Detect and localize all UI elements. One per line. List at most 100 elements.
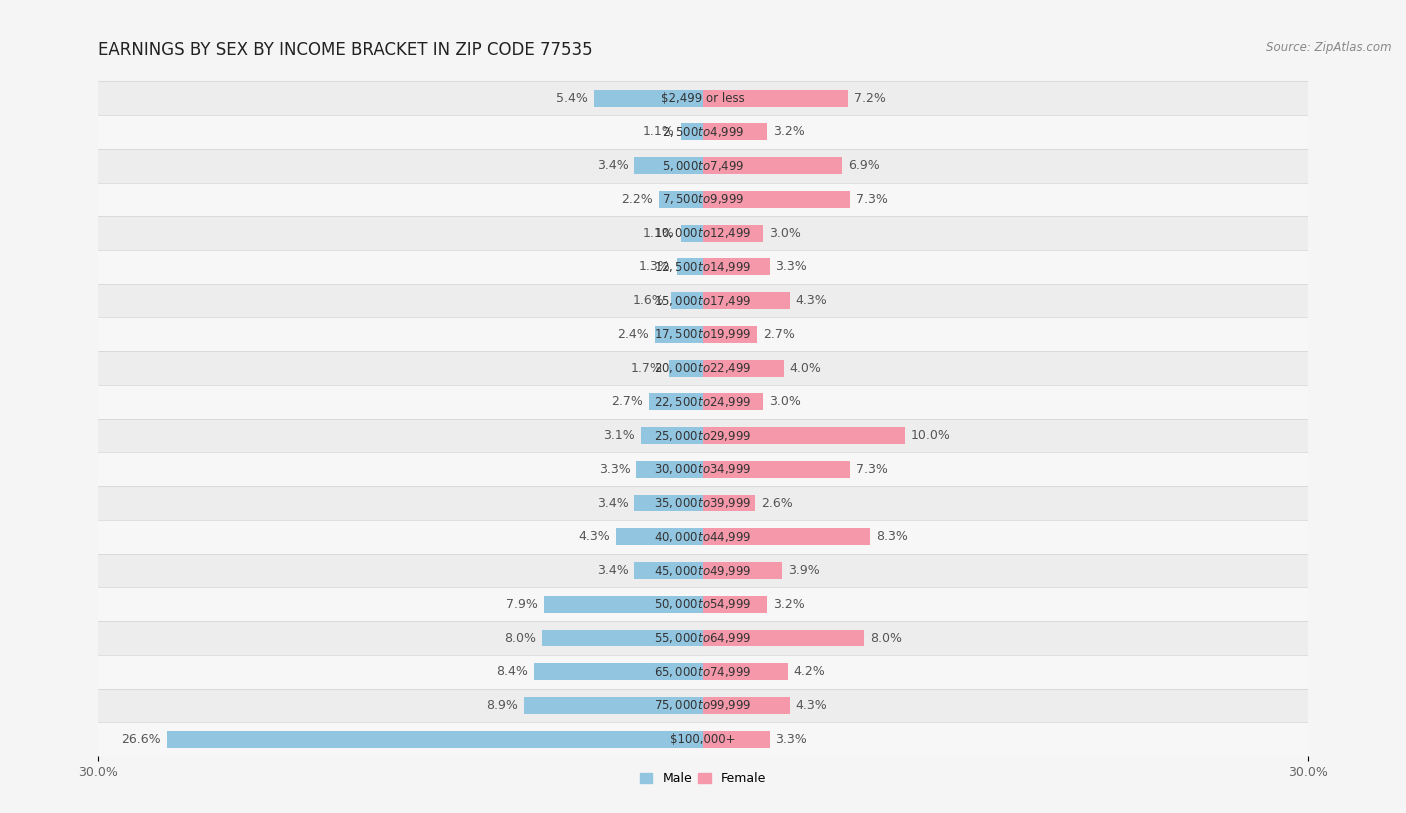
Text: $40,000 to $44,999: $40,000 to $44,999 [654, 530, 752, 544]
Bar [98, 655, 1308, 689]
Bar [703, 393, 763, 411]
Bar [641, 427, 703, 444]
Text: $2,499 or less: $2,499 or less [661, 92, 745, 105]
Text: $100,000+: $100,000+ [671, 733, 735, 746]
Bar [703, 326, 758, 343]
Text: 2.6%: 2.6% [762, 497, 793, 510]
Bar [544, 596, 703, 613]
Bar [98, 722, 1308, 756]
Text: $7,500 to $9,999: $7,500 to $9,999 [662, 193, 744, 207]
Bar [703, 292, 790, 309]
Text: 7.9%: 7.9% [506, 598, 537, 611]
Text: $22,500 to $24,999: $22,500 to $24,999 [654, 395, 752, 409]
Bar [703, 562, 782, 579]
Bar [167, 731, 703, 748]
Text: 3.2%: 3.2% [773, 125, 806, 138]
Text: $45,000 to $49,999: $45,000 to $49,999 [654, 563, 752, 577]
Bar [703, 494, 755, 511]
Text: $10,000 to $12,499: $10,000 to $12,499 [654, 226, 752, 240]
Bar [681, 224, 703, 241]
Bar [703, 191, 851, 208]
Bar [616, 528, 703, 546]
Text: 5.4%: 5.4% [557, 92, 588, 105]
Bar [98, 351, 1308, 385]
Text: $5,000 to $7,499: $5,000 to $7,499 [662, 159, 744, 172]
Bar [703, 224, 763, 241]
Bar [655, 326, 703, 343]
Text: 3.0%: 3.0% [769, 395, 801, 408]
Text: 1.1%: 1.1% [643, 227, 675, 240]
Bar [634, 494, 703, 511]
Bar [703, 461, 851, 478]
Bar [98, 250, 1308, 284]
Text: 4.2%: 4.2% [793, 665, 825, 678]
Text: 1.7%: 1.7% [631, 362, 662, 375]
Text: Source: ZipAtlas.com: Source: ZipAtlas.com [1267, 41, 1392, 54]
Text: 8.9%: 8.9% [485, 699, 517, 712]
Bar [98, 182, 1308, 216]
Bar [634, 562, 703, 579]
Text: 4.3%: 4.3% [578, 530, 610, 543]
Text: 7.2%: 7.2% [855, 92, 886, 105]
Bar [703, 528, 870, 546]
Text: 1.6%: 1.6% [633, 294, 665, 307]
Bar [98, 689, 1308, 722]
Bar [98, 419, 1308, 452]
Text: EARNINGS BY SEX BY INCOME BRACKET IN ZIP CODE 77535: EARNINGS BY SEX BY INCOME BRACKET IN ZIP… [98, 41, 593, 59]
Bar [676, 259, 703, 276]
Bar [98, 621, 1308, 655]
Bar [669, 359, 703, 376]
Text: 1.3%: 1.3% [638, 260, 671, 273]
Text: 26.6%: 26.6% [121, 733, 160, 746]
Bar [98, 216, 1308, 250]
Bar [658, 191, 703, 208]
Text: 7.3%: 7.3% [856, 193, 889, 206]
Text: $35,000 to $39,999: $35,000 to $39,999 [654, 496, 752, 510]
Bar [703, 663, 787, 680]
Text: 3.9%: 3.9% [787, 564, 820, 577]
Bar [98, 520, 1308, 554]
Bar [98, 486, 1308, 520]
Text: 3.0%: 3.0% [769, 227, 801, 240]
Text: 3.3%: 3.3% [776, 260, 807, 273]
Bar [98, 385, 1308, 419]
Bar [595, 89, 703, 107]
Bar [541, 629, 703, 646]
Bar [703, 596, 768, 613]
Bar [703, 427, 904, 444]
Text: 2.7%: 2.7% [610, 395, 643, 408]
Bar [98, 149, 1308, 182]
Text: $55,000 to $64,999: $55,000 to $64,999 [654, 631, 752, 645]
Bar [703, 124, 768, 141]
Text: 3.4%: 3.4% [596, 159, 628, 172]
Bar [534, 663, 703, 680]
Bar [671, 292, 703, 309]
Bar [634, 157, 703, 174]
Text: $20,000 to $22,499: $20,000 to $22,499 [654, 361, 752, 375]
Text: 4.3%: 4.3% [796, 294, 828, 307]
Bar [703, 259, 769, 276]
Bar [523, 697, 703, 714]
Text: $75,000 to $99,999: $75,000 to $99,999 [654, 698, 752, 712]
Text: 2.7%: 2.7% [763, 328, 796, 341]
Text: 7.3%: 7.3% [856, 463, 889, 476]
Bar [98, 587, 1308, 621]
Bar [98, 81, 1308, 115]
Text: 3.1%: 3.1% [603, 429, 634, 442]
Text: $12,500 to $14,999: $12,500 to $14,999 [654, 260, 752, 274]
Text: $30,000 to $34,999: $30,000 to $34,999 [654, 463, 752, 476]
Text: $15,000 to $17,499: $15,000 to $17,499 [654, 293, 752, 307]
Text: $17,500 to $19,999: $17,500 to $19,999 [654, 328, 752, 341]
Text: 3.3%: 3.3% [776, 733, 807, 746]
Text: 2.2%: 2.2% [621, 193, 652, 206]
Text: 6.9%: 6.9% [848, 159, 880, 172]
Text: $65,000 to $74,999: $65,000 to $74,999 [654, 665, 752, 679]
Text: $50,000 to $54,999: $50,000 to $54,999 [654, 598, 752, 611]
Bar [703, 359, 783, 376]
Text: 8.3%: 8.3% [876, 530, 908, 543]
Text: 3.4%: 3.4% [596, 497, 628, 510]
Text: 3.3%: 3.3% [599, 463, 630, 476]
Bar [703, 731, 769, 748]
Bar [703, 697, 790, 714]
Text: 8.4%: 8.4% [496, 665, 527, 678]
